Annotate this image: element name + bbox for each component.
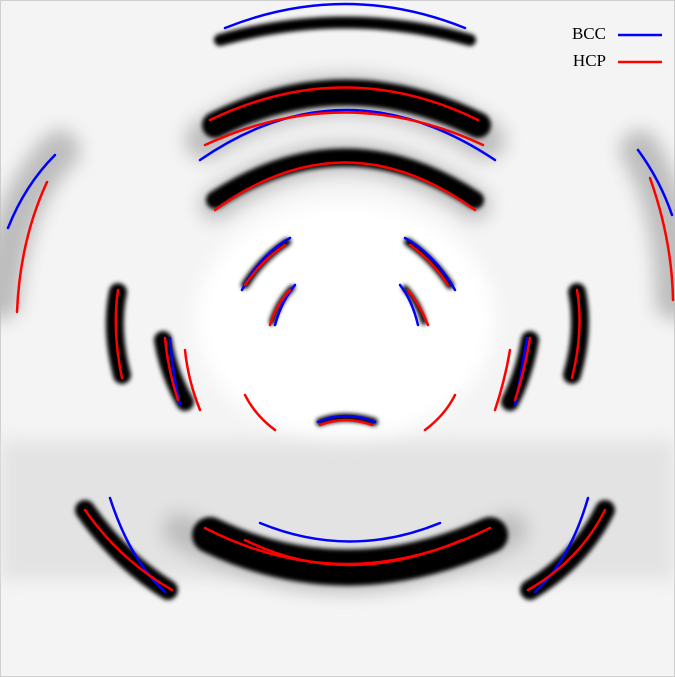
legend: BCC HCP bbox=[572, 24, 662, 70]
legend-label: HCP bbox=[573, 51, 606, 70]
hcp-arc bbox=[183, 348, 202, 412]
hcp-arc bbox=[203, 111, 485, 147]
bcc-arc bbox=[273, 283, 297, 327]
spot bbox=[206, 148, 484, 209]
bcc-arc bbox=[316, 414, 377, 424]
spot bbox=[214, 16, 476, 46]
hcp-overlay bbox=[15, 86, 675, 592]
hcp-arc bbox=[513, 336, 532, 402]
legend-label: BCC bbox=[572, 24, 606, 43]
hcp-arc bbox=[15, 180, 49, 314]
bcc-arc bbox=[403, 236, 457, 292]
hcp-arc bbox=[83, 508, 174, 592]
bcc-arc bbox=[398, 283, 420, 327]
hcp-arc bbox=[408, 243, 450, 287]
hcp-arc bbox=[526, 508, 607, 592]
bcc-arc bbox=[108, 496, 167, 594]
bcc-arc bbox=[533, 496, 590, 594]
hcp-arc bbox=[243, 538, 464, 567]
hcp-arc bbox=[208, 86, 480, 122]
spot bbox=[192, 517, 508, 586]
spot bbox=[202, 79, 491, 138]
hcp-arc bbox=[114, 288, 124, 380]
bcc-arc bbox=[636, 148, 674, 217]
hcp-arc bbox=[648, 176, 675, 302]
hcp-arc bbox=[213, 161, 477, 212]
hcp-arc bbox=[570, 288, 581, 380]
hcp-arc bbox=[493, 348, 512, 412]
hcp-arc bbox=[406, 288, 430, 327]
hcp-arc bbox=[318, 418, 374, 427]
hcp-arc bbox=[243, 393, 277, 432]
hcp-arc bbox=[268, 288, 292, 327]
bcc-arc bbox=[6, 153, 57, 230]
bcc-arc bbox=[223, 2, 467, 30]
hcp-arc bbox=[163, 336, 180, 402]
hcp-arc bbox=[243, 243, 287, 287]
hcp-arc bbox=[423, 393, 457, 432]
bcc-arc bbox=[258, 521, 442, 543]
bcc-arc bbox=[198, 108, 497, 162]
